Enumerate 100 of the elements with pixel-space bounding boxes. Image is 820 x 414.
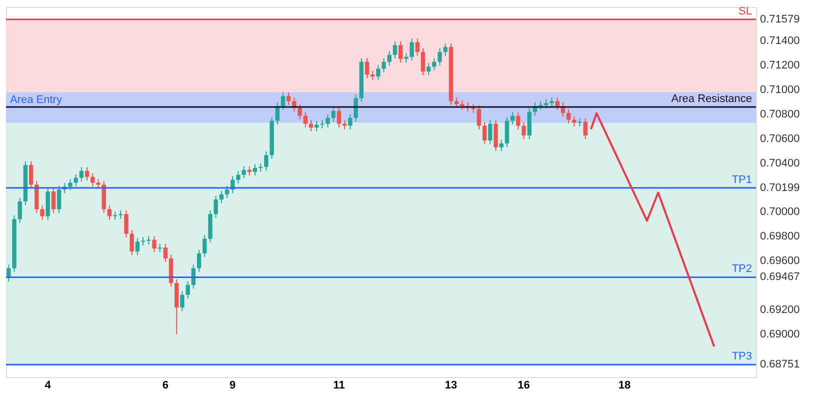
candlestick bbox=[242, 166, 246, 179]
candlestick bbox=[96, 178, 100, 189]
candlestick bbox=[410, 38, 414, 61]
candlestick bbox=[392, 40, 398, 60]
candlestick bbox=[18, 197, 22, 224]
candlestick bbox=[404, 52, 408, 64]
candlestick bbox=[79, 166, 84, 182]
candlestick bbox=[247, 166, 252, 176]
candlestick bbox=[202, 234, 207, 258]
candlestick bbox=[566, 108, 571, 124]
ref-line-label: TP1 bbox=[732, 174, 752, 186]
candlestick bbox=[482, 122, 487, 145]
line-series bbox=[590, 112, 716, 348]
candlestick bbox=[124, 210, 128, 238]
candlestick bbox=[186, 280, 190, 299]
candlestick bbox=[84, 166, 90, 182]
candlestick bbox=[74, 174, 78, 187]
candlestick bbox=[382, 58, 386, 73]
x-tick-label: 6 bbox=[162, 380, 168, 392]
y-tick-label: 0.69800 bbox=[760, 230, 800, 243]
candlestick bbox=[544, 98, 548, 110]
x-tick-label: 9 bbox=[230, 380, 236, 392]
candlestick bbox=[336, 106, 342, 128]
candlestick bbox=[308, 120, 314, 132]
y-tick-label: 0.68751 bbox=[760, 358, 800, 371]
candlestick bbox=[56, 185, 62, 214]
candlestick bbox=[443, 42, 448, 56]
candlestick bbox=[326, 114, 330, 128]
candlestick bbox=[572, 116, 576, 127]
candlestick bbox=[298, 104, 302, 120]
y-tick-label: 0.70600 bbox=[760, 132, 800, 145]
candlestick bbox=[130, 230, 134, 256]
y-tick-label: 0.69000 bbox=[760, 328, 800, 340]
candlestick bbox=[398, 40, 403, 64]
candlestick bbox=[555, 96, 560, 110]
candlestick bbox=[224, 185, 230, 199]
candlestick bbox=[196, 249, 202, 272]
candlestick bbox=[420, 48, 426, 76]
candlestick bbox=[314, 120, 319, 132]
candlestick bbox=[426, 62, 431, 76]
ref-line-label: SL bbox=[738, 5, 752, 18]
candlestick bbox=[488, 120, 492, 145]
ref-line-label: TP3 bbox=[732, 350, 752, 363]
ref-line-label: TP2 bbox=[732, 263, 752, 276]
candlestick bbox=[303, 112, 308, 128]
candlestick bbox=[415, 38, 420, 56]
candlestick bbox=[163, 243, 168, 263]
candlestick bbox=[331, 106, 336, 122]
candlestick bbox=[51, 187, 56, 214]
candlestick bbox=[510, 112, 515, 125]
candlestick bbox=[135, 238, 140, 256]
x-tick-label: 16 bbox=[518, 380, 530, 392]
candlestick bbox=[28, 160, 34, 189]
candlestick bbox=[236, 170, 240, 184]
candlestick bbox=[214, 195, 218, 218]
x-tick-label: 18 bbox=[618, 380, 631, 392]
candlestick bbox=[68, 178, 72, 191]
candlestick bbox=[264, 150, 268, 172]
candlestick bbox=[516, 112, 520, 130]
candlestick bbox=[454, 96, 459, 108]
band-label: Area Entry bbox=[10, 94, 62, 106]
candlestick bbox=[504, 116, 510, 148]
candlestick bbox=[438, 48, 442, 66]
candlestick bbox=[376, 64, 380, 81]
candlestick bbox=[286, 92, 291, 106]
candlestick bbox=[354, 94, 358, 122]
y-tick-label: 0.70000 bbox=[760, 206, 800, 218]
candlestick bbox=[280, 92, 286, 110]
candlestick bbox=[320, 120, 324, 129]
candlestick bbox=[387, 50, 392, 66]
candlestick bbox=[252, 164, 258, 176]
candlestick bbox=[40, 205, 44, 220]
candlestick bbox=[146, 236, 151, 245]
y-tick-label: 0.70400 bbox=[760, 157, 800, 170]
candlestick bbox=[432, 58, 436, 71]
y-tick-label: 0.71000 bbox=[760, 84, 800, 96]
candlestick bbox=[107, 205, 112, 220]
y-tick-label: 0.71579 bbox=[760, 13, 800, 26]
candlestick bbox=[370, 70, 375, 81]
y-tick-label: 0.69200 bbox=[760, 304, 800, 316]
y-tick-label: 0.71400 bbox=[760, 35, 800, 48]
candlestick bbox=[219, 190, 224, 204]
x-tick-label: 13 bbox=[444, 380, 458, 392]
candlestick bbox=[494, 120, 498, 152]
x-tick-label: 4 bbox=[44, 380, 52, 392]
candlestick bbox=[476, 104, 482, 130]
y-tick-label: 0.69467 bbox=[760, 271, 800, 284]
candlestick bbox=[140, 236, 146, 246]
candlestick bbox=[499, 139, 504, 152]
candlestick bbox=[90, 172, 95, 187]
candlestick bbox=[527, 108, 532, 140]
candlestick bbox=[348, 114, 352, 130]
y-tick-label: 0.70199 bbox=[760, 182, 800, 194]
candlestick bbox=[583, 118, 588, 140]
x-tick-label: 11 bbox=[333, 380, 345, 392]
candlestick bbox=[578, 118, 582, 127]
candlestick bbox=[550, 96, 554, 108]
candlestick bbox=[522, 122, 526, 140]
candlestick bbox=[152, 236, 156, 253]
y-tick-label: 0.69600 bbox=[760, 254, 800, 267]
